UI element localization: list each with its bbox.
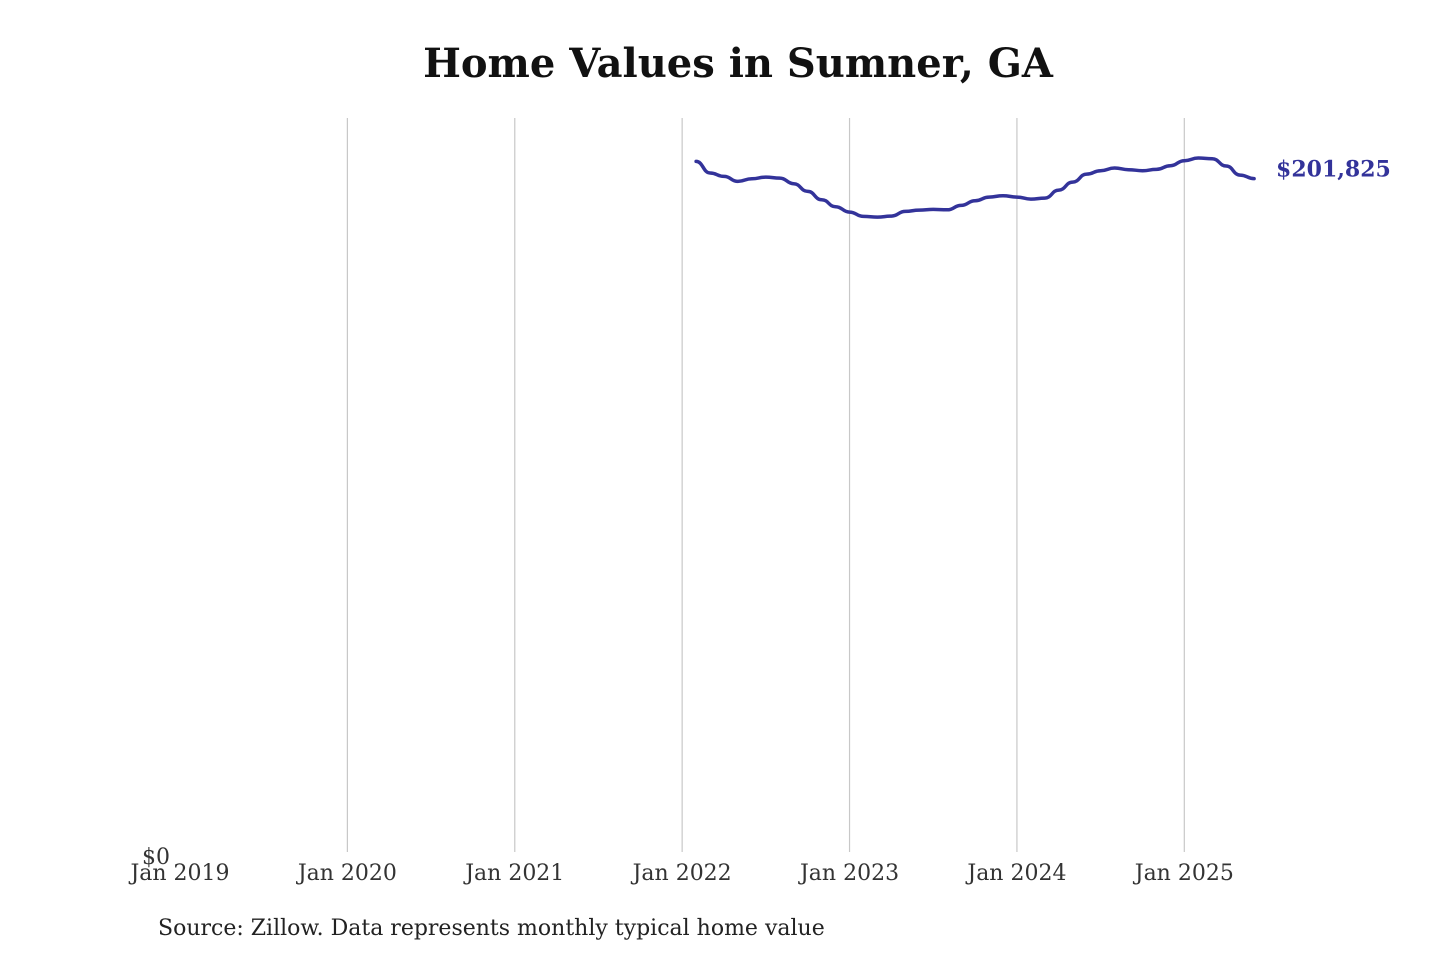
series-line bbox=[694, 156, 1256, 219]
x-tick-label: Jan 2025 bbox=[1133, 861, 1234, 886]
y-tick-label: $0 bbox=[142, 845, 170, 870]
x-tick-label: Jan 2022 bbox=[631, 861, 732, 886]
tick-labels: Jan 2019 Jan 2020 Jan 2021 Jan 2022 Jan 2023… bbox=[128, 845, 1233, 886]
grid-lines bbox=[346, 118, 1185, 852]
chart-title: Home Values in Sumner, GA bbox=[423, 40, 1053, 87]
x-tick-label: Jan 2024 bbox=[965, 861, 1066, 886]
series-layer: $201,825 bbox=[694, 156, 1391, 219]
x-tick-label: Jan 2020 bbox=[296, 861, 397, 886]
x-tick-label: Jan 2021 bbox=[463, 861, 564, 886]
end-value-label: $201,825 bbox=[1276, 157, 1391, 183]
source-note: Source: Zillow. Data represents monthly … bbox=[158, 916, 825, 941]
x-tick-label: Jan 2019 bbox=[128, 861, 229, 886]
x-tick-label: Jan 2023 bbox=[798, 861, 899, 886]
